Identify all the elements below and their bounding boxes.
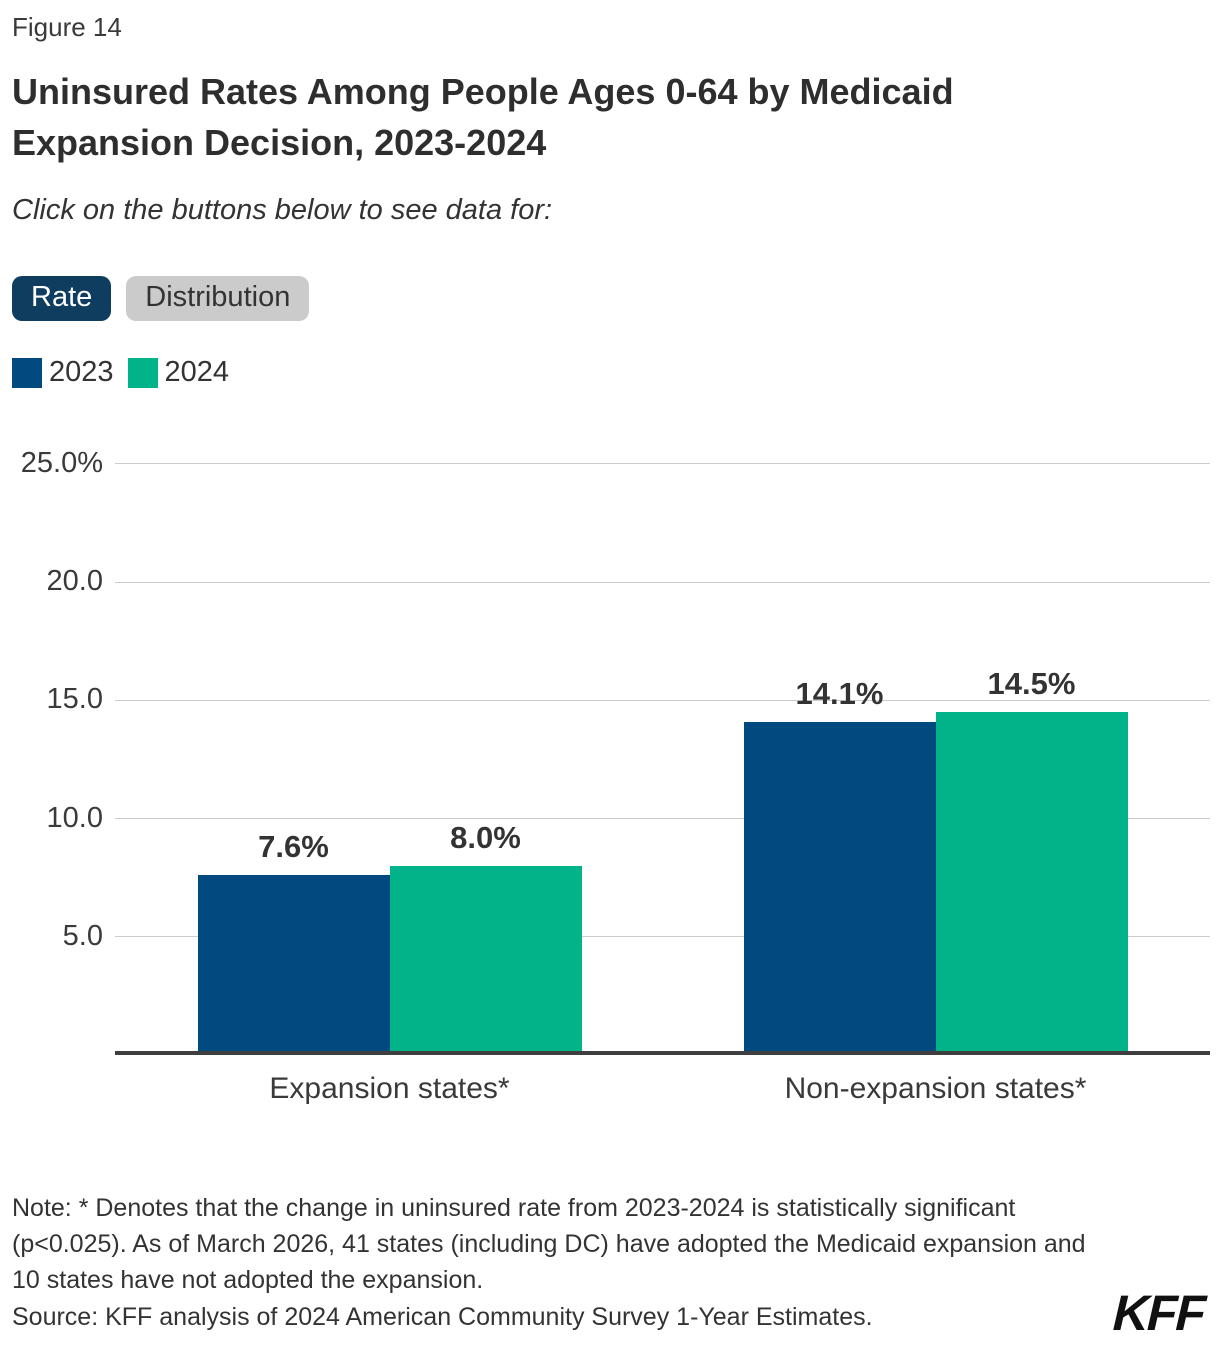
chart-legend: 2023 2024 xyxy=(12,356,229,389)
view-toggle-buttons: Rate Distribution xyxy=(12,276,310,321)
bar-2023-group2[interactable] xyxy=(743,721,936,1055)
source-line: Source: KFF analysis of 2024 American Co… xyxy=(12,1303,873,1331)
bar-value-label-2024-group2: 14.5% xyxy=(987,666,1076,702)
gridline-20 xyxy=(115,581,1210,583)
bar-2023-group1[interactable] xyxy=(197,875,390,1055)
y-tick-label-25: 25.0% xyxy=(20,446,103,479)
bar-value-label-2023-group1: 7.6% xyxy=(258,829,329,865)
x-axis-line xyxy=(115,1051,1210,1055)
gridline-10 xyxy=(115,818,1210,819)
bar-2024-group2[interactable] xyxy=(935,712,1128,1055)
plot-area: 7.6% 8.0% 14.1% 14.5% xyxy=(115,420,1210,1055)
y-tick-label-15: 15.0 xyxy=(46,683,103,716)
kff-logo: KFF xyxy=(1111,1285,1205,1341)
bar-chart: 7.6% 8.0% 14.1% 14.5% 5.0 10.0 15.0 20.0 25.0% E… xyxy=(0,420,1220,1120)
y-tick-label-20: 20.0 xyxy=(46,565,103,597)
y-tick-label-10: 10.0 xyxy=(46,801,103,834)
bar-2024-group1[interactable] xyxy=(389,865,582,1055)
rate-button[interactable]: Rate xyxy=(12,276,112,321)
page-title: Uninsured Rates Among People Ages 0-64 b… xyxy=(12,71,954,164)
legend-item-2023: 2023 xyxy=(12,356,114,389)
gridline-5 xyxy=(115,936,1210,938)
legend-label-2024: 2024 xyxy=(164,356,230,388)
legend-swatch-2023 xyxy=(12,357,42,388)
gridline-15 xyxy=(115,699,1210,701)
legend-swatch-2024 xyxy=(127,357,158,388)
bar-value-label-2023-group2: 14.1% xyxy=(795,675,884,711)
y-tick-label-5: 5.0 xyxy=(62,919,103,952)
footnote: Note: * Denotes that the change in unins… xyxy=(12,1194,1086,1294)
legend-item-2024: 2024 xyxy=(127,356,230,389)
figure-number: Figure 14 xyxy=(12,12,122,42)
bar-value-label-2024-group1: 8.0% xyxy=(450,819,521,855)
x-category-label-group1: Expansion states* xyxy=(269,1072,510,1105)
x-category-label-group2: Non-expansion states* xyxy=(784,1072,1087,1105)
legend-label-2023: 2023 xyxy=(49,356,114,388)
distribution-button[interactable]: Distribution xyxy=(126,276,310,321)
chart-subtitle-instruction: Click on the buttons below to see data f… xyxy=(12,194,553,226)
gridline-25 xyxy=(115,463,1210,465)
